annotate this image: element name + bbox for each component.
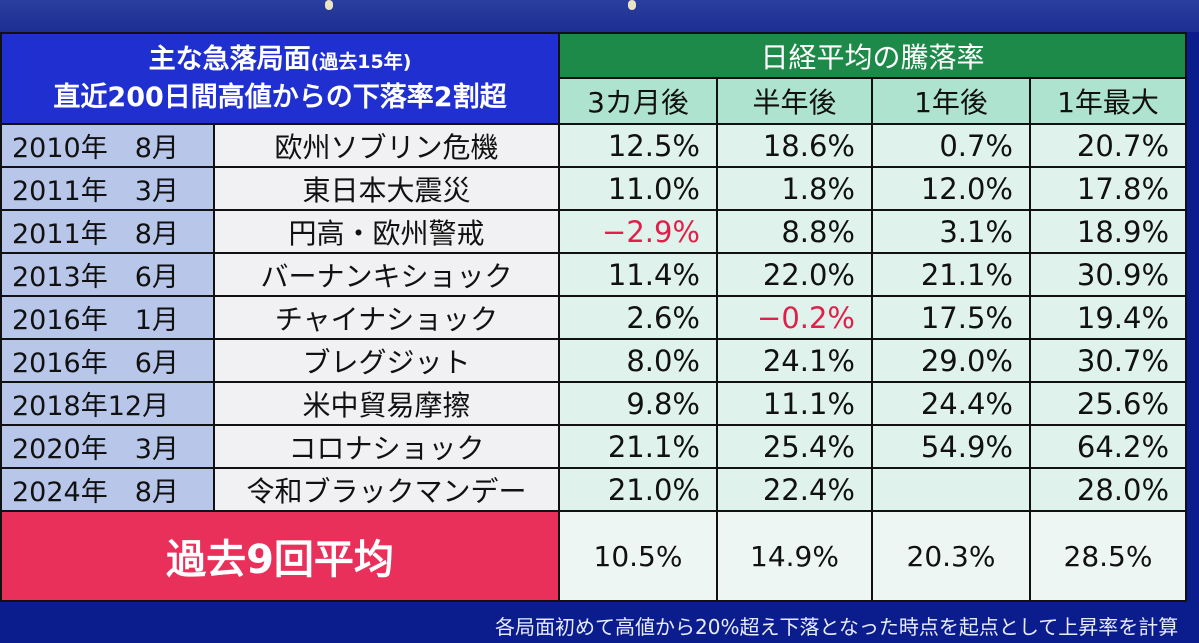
return-value: 25.4% — [716, 424, 873, 469]
return-value: 8.0% — [558, 338, 718, 383]
return-value: 28.0% — [1028, 467, 1188, 512]
footnote-bar: 各局面初めて高値から20%超え下落となった時点を起点として上昇率を計算 — [0, 612, 1199, 643]
return-value: 18.6% — [716, 123, 873, 168]
return-value: 20.7% — [1028, 123, 1188, 168]
right-header-title: 日経平均の騰落率 — [557, 32, 1188, 79]
return-value: 17.5% — [871, 295, 1031, 340]
return-value: −0.2% — [716, 295, 873, 340]
event-date: 2011年 3月 — [0, 166, 215, 211]
table-row: 2013年 6月 バーナンキショック 11.4% 22.0% 21.1% 30.9% — [0, 252, 1188, 297]
event-name: チャイナショック — [213, 295, 560, 340]
return-value: 22.0% — [716, 252, 873, 297]
table-row: 2016年 6月 ブレグジット 8.0% 24.1% 29.0% 30.7% — [0, 338, 1188, 383]
return-value: 21.1% — [871, 252, 1031, 297]
return-value: 12.0% — [871, 166, 1031, 211]
light-glow — [325, 0, 333, 10]
return-value: 19.4% — [1028, 295, 1188, 340]
event-name: 米中貿易摩擦 — [213, 381, 560, 426]
return-value: 29.0% — [871, 338, 1031, 383]
event-name: 東日本大震災 — [213, 166, 560, 211]
event-date: 2011年 8月 — [0, 209, 215, 254]
return-value: 30.9% — [1028, 252, 1188, 297]
left-header-line1: 主な急落局面(過去15年) — [148, 44, 412, 75]
event-date: 2024年 8月 — [0, 467, 215, 512]
nikkei-drawdown-table: 主な急落局面(過去15年) 直近200日間高値からの下落率2割超 日経平均の騰落… — [0, 32, 1188, 602]
footnote-text: 各局面初めて高値から20%超え下落となった時点を起点として上昇率を計算 — [495, 615, 1179, 639]
return-value: 9.8% — [558, 381, 718, 426]
event-date: 2018年12月 — [0, 381, 215, 426]
return-value: 12.5% — [558, 123, 718, 168]
return-value: 8.8% — [716, 209, 873, 254]
average-value: 20.3% — [871, 510, 1031, 602]
table-row: 2018年12月 米中貿易摩擦 9.8% 11.1% 24.4% 25.6% — [0, 381, 1188, 426]
event-name: ブレグジット — [213, 338, 560, 383]
return-value: 3.1% — [871, 209, 1031, 254]
event-date: 2016年 6月 — [0, 338, 215, 383]
return-value: 17.8% — [1028, 166, 1188, 211]
average-value: 14.9% — [716, 510, 873, 602]
average-value: 28.5% — [1028, 510, 1188, 602]
return-value: 64.2% — [1028, 424, 1188, 469]
return-value: 24.1% — [716, 338, 873, 383]
return-value: 21.1% — [558, 424, 718, 469]
table-row: 2011年 3月 東日本大震災 11.0% 1.8% 12.0% 17.8% — [0, 166, 1188, 211]
event-date: 2010年 8月 — [0, 123, 215, 168]
event-name: 円高・欧州警戒 — [213, 209, 560, 254]
return-value: 18.9% — [1028, 209, 1188, 254]
table-row: 2024年 8月 令和ブラックマンデー 21.0% 22.4% 28.0% — [0, 467, 1188, 512]
table-row: 2011年 8月 円高・欧州警戒 −2.9% 8.8% 3.1% 18.9% — [0, 209, 1188, 254]
return-value: 11.4% — [558, 252, 718, 297]
event-name: バーナンキショック — [213, 252, 560, 297]
table-body: 2010年 8月 欧州ソブリン危機 12.5% 18.6% 0.7% 20.7% 2011年… — [0, 123, 1188, 512]
column-header: 1年後 — [871, 77, 1031, 125]
return-value: 22.4% — [716, 467, 873, 512]
return-value: 11.1% — [716, 381, 873, 426]
return-value: 1.8% — [716, 166, 873, 211]
return-value: 0.7% — [871, 123, 1031, 168]
light-glow — [628, 0, 636, 10]
left-header-line2: 直近200日間高値からの下落率2割超 — [53, 82, 507, 113]
return-value: 21.0% — [558, 467, 718, 512]
event-name: 欧州ソブリン危機 — [213, 123, 560, 168]
return-value: 54.9% — [871, 424, 1031, 469]
event-name: 令和ブラックマンデー — [213, 467, 560, 512]
table-row: 2010年 8月 欧州ソブリン危機 12.5% 18.6% 0.7% 20.7% — [0, 123, 1188, 168]
return-value: −2.9% — [558, 209, 718, 254]
column-header: 1年最大 — [1028, 77, 1188, 125]
return-value: 25.6% — [1028, 381, 1188, 426]
column-header: 半年後 — [716, 77, 873, 125]
return-value: 11.0% — [558, 166, 718, 211]
average-value: 10.5% — [558, 510, 718, 602]
left-header: 主な急落局面(過去15年) 直近200日間高値からの下落率2割超 — [0, 32, 560, 125]
column-header: 3カ月後 — [558, 77, 718, 125]
return-value: 24.4% — [871, 381, 1031, 426]
statistics-board: 主な急落局面(過去15年) 直近200日間高値からの下落率2割超 日経平均の騰落… — [0, 32, 1199, 610]
event-name: コロナショック — [213, 424, 560, 469]
return-value: 30.7% — [1028, 338, 1188, 383]
table-row: 2020年 3月 コロナショック 21.1% 25.4% 54.9% 64.2% — [0, 424, 1188, 469]
event-date: 2013年 6月 — [0, 252, 215, 297]
return-value: 2.6% — [558, 295, 718, 340]
average-label: 過去9回平均 — [0, 510, 560, 602]
event-date: 2020年 3月 — [0, 424, 215, 469]
return-value — [871, 467, 1031, 512]
table-row: 2016年 1月 チャイナショック 2.6% −0.2% 17.5% 19.4% — [0, 295, 1188, 340]
event-date: 2016年 1月 — [0, 295, 215, 340]
